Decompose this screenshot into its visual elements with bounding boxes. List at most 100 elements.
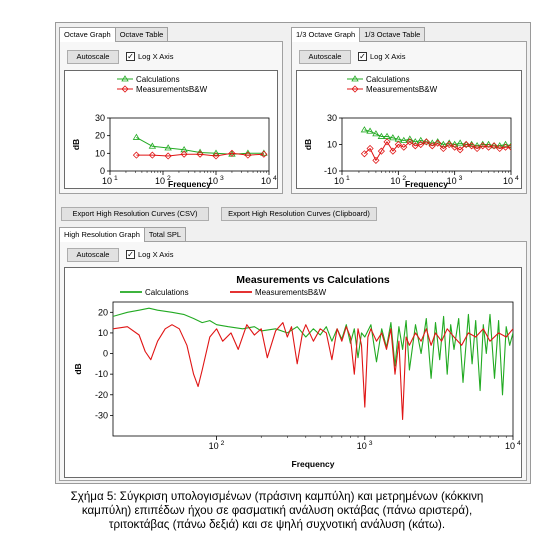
data-point: [383, 138, 391, 146]
x-tick-label: 10: [102, 176, 112, 186]
data-point: [360, 150, 368, 158]
x-tick-exponent: 3: [459, 175, 463, 182]
application-window: Octave Graph Octave Table Autoscale ✓ Lo…: [55, 22, 531, 484]
x-axis-label: Frequency: [168, 179, 211, 189]
high-res-logx-checkbox[interactable]: ✓ Log X Axis: [126, 250, 173, 259]
data-point: [495, 142, 504, 149]
x-tick-exponent: 4: [515, 175, 519, 182]
y-axis-label: dB: [73, 363, 83, 374]
legend-entry: Calculations: [366, 75, 410, 84]
data-point: [451, 143, 459, 151]
x-tick-exponent: 1: [114, 175, 118, 182]
y-axis-label: dB: [303, 139, 313, 150]
y-tick-label: 0: [103, 349, 108, 359]
tab-total-spl[interactable]: Total SPL: [143, 227, 186, 241]
data-point: [212, 149, 220, 156]
checkbox-check-icon: ✓: [126, 250, 135, 259]
tab-octave-graph[interactable]: Octave Graph: [59, 27, 116, 42]
tab-octave-table[interactable]: Octave Table: [114, 27, 169, 41]
data-point: [164, 152, 172, 160]
export-csv-button[interactable]: Export High Resolution Curves (CSV): [61, 207, 209, 221]
third-octave-logx-label: Log X Axis: [370, 52, 406, 61]
data-point: [406, 135, 414, 142]
data-point: [400, 136, 408, 143]
caption-line: Σχήμα 5: Σύγκριση υπολογισμένων (πράσινη…: [70, 490, 484, 503]
y-tick-label: 30: [95, 113, 105, 123]
x-tick-label: 10: [505, 441, 515, 451]
y-tick-label: 20: [98, 307, 108, 317]
legend-entry: Calculations: [145, 288, 189, 297]
x-tick-exponent: 3: [220, 175, 224, 182]
third-octave-logx-checkbox[interactable]: ✓ Log X Axis: [358, 52, 405, 61]
tab-high-resolution-graph[interactable]: High Resolution Graph: [59, 227, 145, 242]
legend-entry: MeasurementsB&W: [255, 288, 327, 297]
tab-third-octave-graph[interactable]: 1/3 Octave Graph: [291, 27, 361, 42]
data-point: [462, 140, 470, 149]
export-clipboard-button[interactable]: Export High Resolution Curves (Clipboard…: [221, 207, 377, 221]
y-tick-label: 10: [327, 140, 337, 150]
data-point: [450, 140, 459, 147]
high-res-autoscale-button[interactable]: Autoscale: [67, 248, 119, 262]
third-octave-chart: Calculations MeasurementsB&W -10 10 30 10 1 10 2…: [296, 70, 522, 189]
x-tick-label: 10: [155, 176, 165, 186]
series-line: [136, 152, 264, 157]
data-point: [422, 138, 430, 146]
data-point: [428, 142, 436, 150]
x-tick-label: 10: [261, 176, 271, 186]
data-point: [411, 142, 419, 150]
x-tick-exponent: 4: [273, 175, 277, 182]
x-axis-label: Frequency: [292, 459, 335, 469]
data-point: [507, 143, 511, 151]
data-point: [490, 142, 498, 149]
data-point: [462, 140, 470, 147]
octave-logx-checkbox[interactable]: ✓ Log X Axis: [126, 52, 173, 61]
data-point: [132, 151, 140, 159]
data-point: [428, 139, 436, 146]
series-line: [136, 136, 264, 155]
data-point: [422, 138, 431, 145]
octave-panel: Autoscale ✓ Log X Axis Calculations Measu…: [59, 41, 283, 194]
series-calculations: [113, 307, 513, 396]
data-point: [164, 144, 172, 151]
x-tick-exponent: 3: [369, 440, 373, 447]
chart-title: Measurements vs Calculations: [236, 274, 390, 286]
x-tick-label: 10: [209, 441, 219, 451]
data-point: [389, 134, 397, 141]
data-point: [360, 126, 369, 133]
data-point: [439, 144, 447, 153]
data-point: [196, 150, 204, 158]
data-point: [148, 142, 157, 149]
data-point: [377, 147, 385, 155]
data-point: [260, 150, 268, 158]
series-line: [364, 141, 511, 161]
third-octave-panel: Autoscale ✓ Log X Axis Calculations Measu…: [291, 41, 527, 194]
y-axis-label: dB: [71, 139, 81, 150]
legend-entry: MeasurementsB&W: [136, 85, 208, 94]
legend-marker: [351, 85, 359, 93]
data-point: [394, 140, 402, 149]
data-point: [485, 143, 493, 151]
x-tick-exponent: 2: [167, 175, 171, 182]
data-point: [456, 139, 464, 146]
octave-autoscale-button[interactable]: Autoscale: [67, 50, 119, 64]
series-measurements: [113, 322, 513, 421]
high-res-chart: Measurements vs Calculations Calculations…: [64, 267, 522, 478]
data-point: [372, 130, 380, 137]
octave-chart: Calculations MeasurementsB&W 0 10 20 30 10 1 10 2…: [64, 70, 278, 189]
data-point: [473, 142, 481, 149]
y-tick-label: -20: [95, 390, 108, 400]
data-point: [484, 140, 493, 147]
x-tick-label: 10: [208, 176, 218, 186]
y-tick-label: 10: [98, 328, 108, 338]
legend-entry: Calculations: [136, 75, 180, 84]
high-res-tabstrip: High Resolution Graph Total SPL: [59, 227, 186, 242]
y-tick-label: 30: [327, 113, 337, 123]
data-point: [501, 143, 510, 151]
third-octave-tabstrip: 1/3 Octave Graph 1/3 Octave Table: [291, 27, 426, 42]
third-octave-autoscale-button[interactable]: Autoscale: [299, 50, 351, 64]
tab-third-octave-table[interactable]: 1/3 Octave Table: [359, 27, 426, 41]
data-point: [366, 144, 374, 153]
high-res-panel: Autoscale ✓ Log X Axis Measurements vs C…: [59, 241, 527, 481]
data-point: [490, 142, 498, 150]
